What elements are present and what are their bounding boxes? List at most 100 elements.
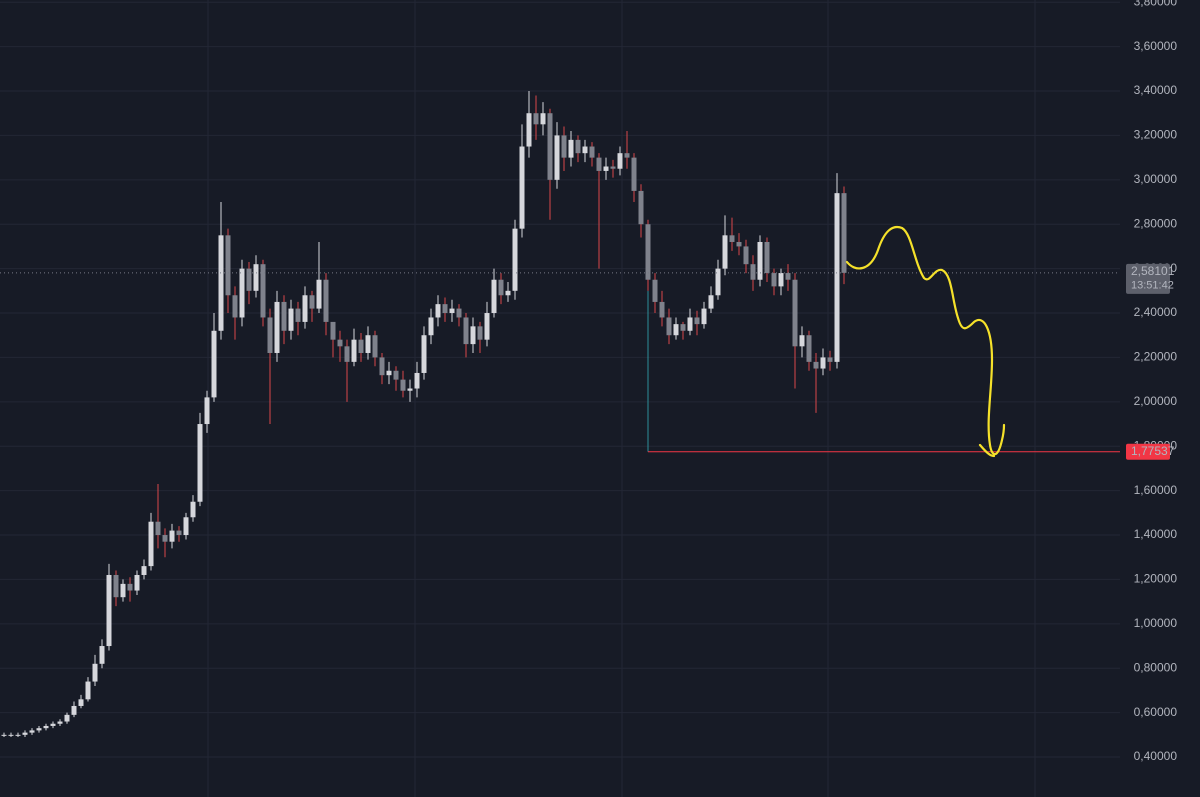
y-tick-label: 1,00000 — [1134, 616, 1178, 630]
candle-body — [666, 317, 672, 336]
candle-body — [232, 295, 238, 318]
candle-body — [694, 317, 700, 325]
candle-body — [134, 574, 140, 591]
candle-body — [64, 714, 70, 722]
candle-body — [631, 157, 637, 191]
price-axis-labels: 0,40000 0,60000 0,80000 1,00000 1,20000 1,400… — [1126, 0, 1177, 763]
candle-body — [99, 646, 105, 664]
candle-body — [799, 335, 805, 347]
candle-body — [106, 574, 112, 647]
candle-body — [792, 279, 798, 347]
candle-body — [421, 335, 427, 373]
candle-body — [22, 732, 28, 735]
candle-body — [211, 330, 217, 398]
y-tick-label: 0,40000 — [1134, 749, 1178, 763]
y-tick-label: 0,60000 — [1134, 705, 1178, 719]
candle-body — [323, 279, 329, 322]
vertical-grid — [207, 0, 1036, 797]
countdown-label: 13:51:42 — [1131, 280, 1174, 292]
y-tick-label: 2,20000 — [1134, 350, 1178, 364]
candle-body — [575, 139, 581, 154]
candle-body — [155, 521, 161, 536]
candle-body — [162, 535, 168, 542]
candle-body — [57, 721, 63, 724]
candle-body — [813, 361, 819, 369]
candle-body — [442, 304, 448, 314]
candle-body — [113, 574, 119, 598]
candle-body — [673, 324, 679, 336]
candle-body — [617, 153, 623, 169]
candle-body — [169, 530, 175, 542]
candle-body — [400, 379, 406, 391]
candle-body — [246, 268, 252, 291]
candle-body — [750, 264, 756, 280]
candle-body — [85, 681, 91, 700]
y-tick-label: 3,80000 — [1134, 0, 1178, 8]
candle-body — [820, 357, 826, 369]
candle-body — [729, 235, 735, 242]
candle-body — [533, 113, 539, 125]
candle-body — [148, 521, 154, 567]
candle-body — [428, 317, 434, 336]
candle-body — [764, 241, 770, 274]
candle-body — [309, 295, 315, 309]
candle-body — [526, 113, 532, 147]
candle-body — [239, 268, 245, 318]
candle-body — [505, 290, 511, 296]
candle-body — [43, 725, 49, 729]
candle-body — [827, 357, 833, 362]
candle-body — [274, 301, 280, 353]
candle-body — [50, 723, 56, 726]
candle-body — [435, 304, 441, 318]
y-tick-label: 3,00000 — [1134, 172, 1178, 186]
candle-body — [267, 317, 273, 353]
candle-body — [288, 308, 294, 331]
candle-body — [512, 228, 518, 291]
candle-body — [596, 157, 602, 171]
candle-body — [470, 326, 476, 345]
candles — [1, 91, 847, 738]
price-axis — [1120, 0, 1200, 797]
candle-body — [554, 135, 560, 180]
candle-body — [8, 734, 14, 736]
candle-body — [302, 295, 308, 322]
candle-body — [379, 357, 385, 376]
candle-body — [344, 346, 350, 362]
candle-body — [477, 326, 483, 340]
candle-body — [337, 339, 343, 347]
candle-body — [687, 317, 693, 331]
candle-body — [15, 734, 21, 736]
candle-body — [771, 273, 777, 287]
candle-body — [253, 264, 259, 291]
candle-body — [519, 146, 525, 229]
candle-body — [757, 241, 763, 280]
y-tick-label: 3,40000 — [1134, 83, 1178, 97]
level-label: 1,77537 — [1131, 444, 1175, 458]
last-price-label: 2,58101 — [1131, 264, 1175, 278]
candle-body — [722, 235, 728, 269]
candle-body — [785, 273, 791, 280]
y-tick-label: 2,00000 — [1134, 394, 1178, 408]
candle-body — [659, 301, 665, 318]
candle-body — [358, 339, 364, 353]
candle-body — [29, 730, 35, 733]
last-price-badge — [1126, 263, 1170, 294]
candle-body — [197, 424, 203, 502]
candle-body — [190, 501, 196, 518]
candle-body — [589, 146, 595, 158]
candle-body — [71, 705, 77, 715]
candle-body — [834, 193, 840, 362]
candle-body — [204, 397, 210, 425]
candle-body — [365, 335, 371, 353]
y-tick-label: 1,40000 — [1134, 527, 1178, 541]
y-tick-label: 1,60000 — [1134, 483, 1178, 497]
candle-body — [603, 166, 609, 171]
candle-body — [610, 166, 616, 169]
candle-body — [372, 335, 378, 358]
candle-body — [708, 295, 714, 309]
candle-body — [183, 517, 189, 536]
y-tick-label: 3,20000 — [1134, 128, 1178, 142]
candle-body — [351, 339, 357, 362]
overlay — [0, 272, 1120, 453]
candle-body — [92, 663, 98, 682]
